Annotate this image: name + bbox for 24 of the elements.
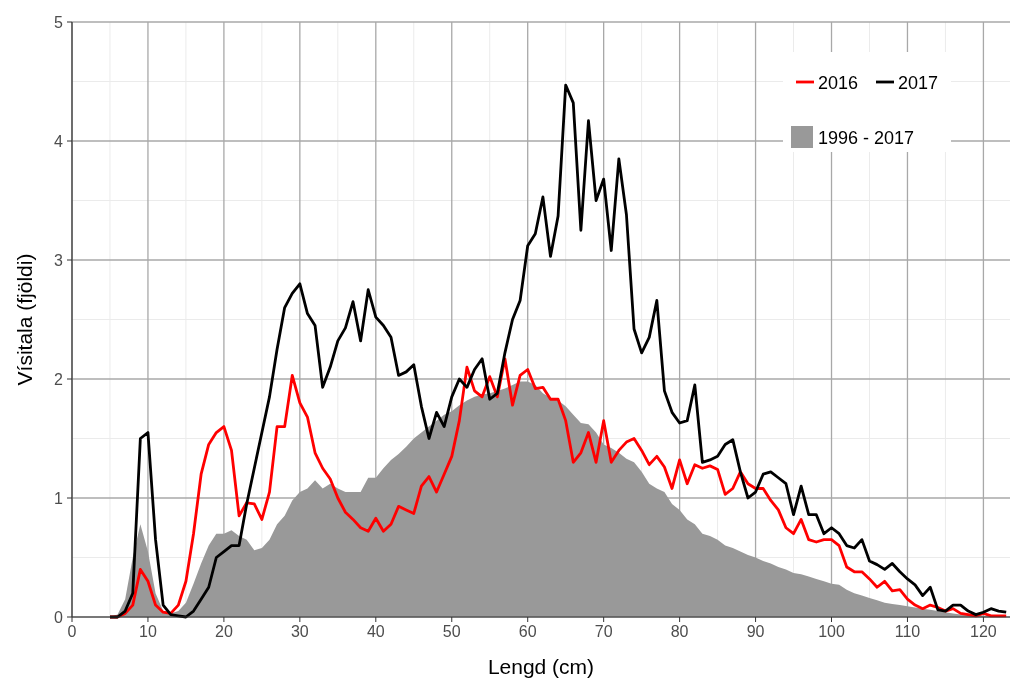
x-tick-label: 30: [290, 623, 309, 640]
x-tick-label: 120: [970, 623, 997, 640]
y-axis-title: Vísitala (fjöldi): [13, 253, 36, 386]
y-tick-label: 4: [54, 133, 64, 150]
y-tick-label: 1: [54, 490, 64, 507]
x-tick-label: 110: [894, 623, 921, 640]
legend-label: 2017: [898, 73, 939, 93]
legend-label: 1996 - 2017: [818, 128, 915, 148]
x-tick-label: 20: [215, 623, 233, 640]
y-tick-label: 0: [54, 609, 64, 626]
y-tick-label: 3: [54, 252, 64, 269]
x-tick-label: 0: [67, 623, 77, 640]
x-tick-label: 50: [442, 623, 461, 640]
y-tick-label: 5: [54, 14, 64, 31]
x-tick-label: 70: [594, 623, 613, 640]
x-tick-label: 40: [366, 623, 385, 640]
legend-label: 2016: [818, 73, 859, 93]
x-tick-label: 10: [139, 623, 157, 640]
x-axis-title: Lengd (cm): [487, 655, 595, 678]
x-tick-label: 90: [746, 623, 765, 640]
x-tick-label: 60: [518, 623, 537, 640]
x-tick-label: 80: [670, 623, 689, 640]
y-tick-label: 2: [54, 371, 64, 388]
x-tick-label: 100: [818, 623, 845, 640]
